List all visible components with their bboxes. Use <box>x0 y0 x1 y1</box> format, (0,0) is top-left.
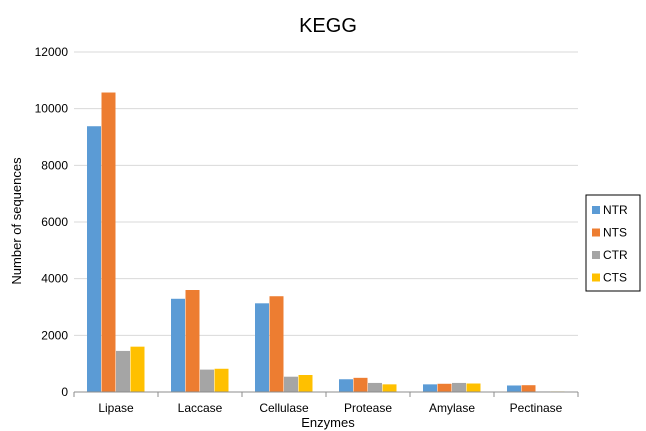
axes: 0 2000 4000 6000 8000 10000 12000 Lipase Laccase… <box>35 45 579 415</box>
x-axis-label: Enzymes <box>301 415 355 430</box>
bar-ntr-pectinase <box>507 385 521 392</box>
bar-ctr-cellulase <box>284 376 298 392</box>
bar-cts-amylase <box>466 383 481 392</box>
x-tick-label: Cellulase <box>259 401 309 415</box>
y-tick-label: 4000 <box>41 272 68 286</box>
bar-cts-lipase <box>130 346 145 392</box>
bar-ctr-amylase <box>452 382 466 392</box>
x-tick-label: Protease <box>344 401 392 415</box>
bar-ntr-cellulase <box>255 303 269 392</box>
bar-nts-protease <box>353 377 368 392</box>
x-tick-label: Laccase <box>178 401 223 415</box>
y-tick-label: 12000 <box>35 45 69 59</box>
legend-label-ntr: NTR <box>603 203 628 217</box>
bar-ntr-amylase <box>423 384 437 392</box>
bar-ctr-lipase <box>116 350 130 392</box>
x-tick-label: Lipase <box>98 401 134 415</box>
gridlines <box>74 51 578 336</box>
bar-nts-amylase <box>437 383 452 392</box>
legend-label-cts: CTS <box>603 271 627 285</box>
legend-swatch-ntr <box>592 206 600 214</box>
bar-ntr-laccase <box>171 298 185 392</box>
bar-cts-laccase <box>214 368 229 392</box>
y-tick-label: 6000 <box>41 215 68 229</box>
x-tick-label: Pectinase <box>510 401 563 415</box>
bar-nts-lipase <box>101 92 116 393</box>
legend-swatch-ctr <box>592 251 600 259</box>
y-tick-label: 2000 <box>41 328 68 342</box>
legend: NTR NTS CTR CTS <box>585 194 641 292</box>
legend-label-nts: NTS <box>603 226 627 240</box>
bar-cts-cellulase <box>298 375 313 392</box>
legend-label-ctr: CTR <box>603 248 628 262</box>
y-axis-label: Number of sequences <box>9 157 24 285</box>
bar-ntr-lipase <box>87 126 101 392</box>
bar-nts-pectinase <box>521 385 536 392</box>
bar-nts-laccase <box>185 290 200 392</box>
legend-swatch-cts <box>592 273 600 282</box>
y-tick-label: 0 <box>61 385 68 399</box>
bar-ntr-protease <box>339 379 353 392</box>
y-tick-label: 10000 <box>35 102 69 116</box>
bar-nts-cellulase <box>269 296 284 392</box>
bars <box>87 92 565 393</box>
y-tick-label: 8000 <box>41 158 68 172</box>
bar-ctr-protease <box>368 382 382 392</box>
legend-swatch-nts <box>592 228 600 237</box>
bar-ctr-laccase <box>200 369 214 392</box>
x-tick-label: Amylase <box>429 401 475 415</box>
bar-cts-protease <box>382 384 397 392</box>
chart-title: KEGG <box>299 15 357 37</box>
